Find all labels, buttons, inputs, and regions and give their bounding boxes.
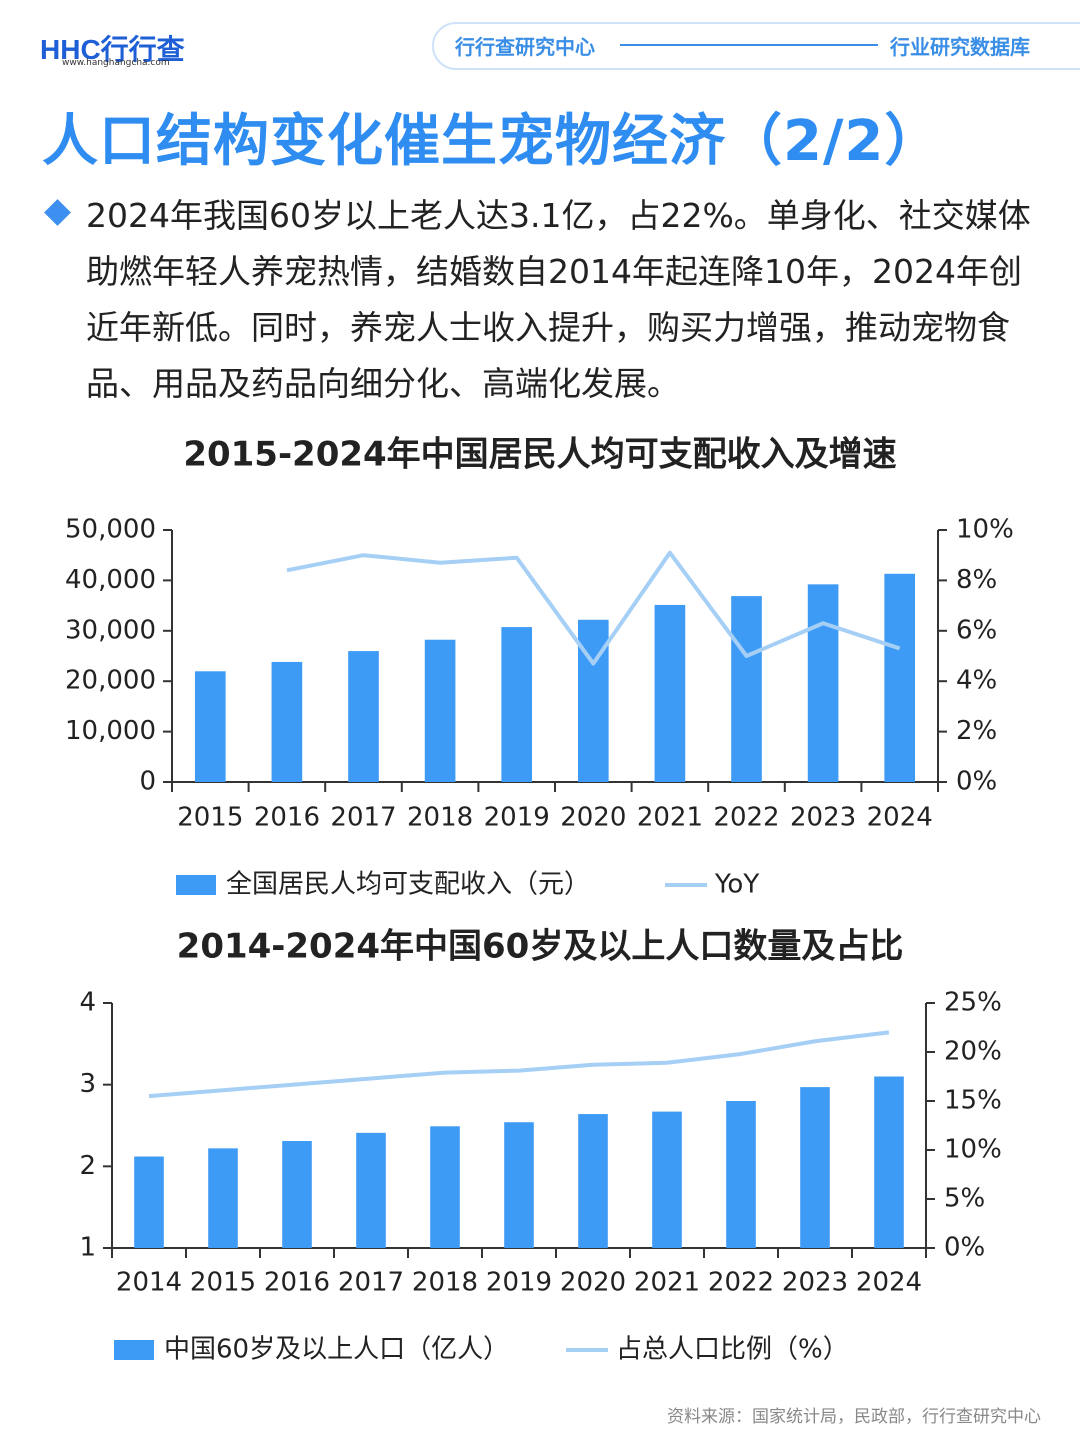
x-tick-label: 2022 — [713, 803, 779, 833]
x-tick-label: 2015 — [177, 803, 243, 833]
x-tick-label: 2014 — [116, 1268, 182, 1298]
chart-title: 2014-2024年中国60岁及以上人口数量及占比 — [177, 927, 904, 967]
bar — [654, 604, 686, 782]
x-tick-label: 2021 — [637, 803, 703, 833]
x-tick-label: 2015 — [190, 1268, 256, 1298]
bar — [356, 1132, 386, 1248]
line-series — [286, 550, 901, 666]
x-tick-label: 2020 — [560, 803, 626, 833]
bar — [731, 596, 762, 782]
y-tick-label: 1 — [79, 1233, 96, 1263]
y-tick-label: 50,000 — [65, 515, 156, 545]
x-tick-label: 2018 — [407, 803, 473, 833]
source: 资料来源：国家统计局，民政部，行行查研究中心 — [667, 1407, 1041, 1427]
header-left: 行行查研究中心 — [455, 35, 595, 59]
y2-tick-label: 15% — [944, 1086, 1002, 1116]
bar — [652, 1111, 682, 1248]
y-tick-label: 4 — [79, 988, 96, 1018]
y-tick-label: 40,000 — [65, 565, 156, 595]
logo: HHC行行查 — [40, 34, 185, 65]
y2-tick-label: 20% — [944, 1037, 1002, 1067]
bar — [194, 671, 226, 782]
y2-tick-label: 8% — [956, 565, 997, 595]
x-tick-label: 2021 — [634, 1268, 700, 1298]
legend-label: 全国居民人均可支配收入（元） — [226, 870, 590, 900]
legend-label: 中国60岁及以上人口（亿人） — [164, 1335, 509, 1365]
x-tick-label: 2022 — [708, 1268, 774, 1298]
x-tick-label: 2017 — [338, 1268, 404, 1298]
bar — [424, 639, 456, 782]
y2-tick-label: 2% — [956, 716, 997, 746]
bar — [884, 573, 916, 782]
x-tick-label: 2019 — [484, 803, 550, 833]
bar — [430, 1126, 460, 1248]
legend-swatch — [114, 1340, 154, 1360]
y2-tick-label: 25% — [944, 988, 1002, 1018]
y2-tick-label: 0% — [956, 767, 997, 797]
y-tick-label: 10,000 — [65, 716, 156, 746]
y2-tick-label: 4% — [956, 666, 997, 696]
y2-tick-label: 10% — [944, 1135, 1002, 1165]
bar — [800, 1087, 830, 1248]
legend-label: 占总人口比例（%） — [616, 1335, 849, 1365]
y2-tick-label: 6% — [956, 615, 997, 645]
header-pill — [432, 22, 1080, 70]
y-tick-label: 0 — [139, 767, 156, 797]
body-text: 2024年我国60岁以上老人达3.1亿，占22%。单身化、社交媒体助燃年轻人养宠… — [86, 196, 1031, 403]
x-tick-label: 2023 — [782, 1268, 848, 1298]
bar — [726, 1101, 756, 1248]
bar — [208, 1148, 238, 1248]
x-tick-label: 2020 — [560, 1268, 626, 1298]
x-tick-label: 2019 — [486, 1268, 552, 1298]
bar — [271, 661, 303, 782]
bar — [348, 651, 379, 782]
header-right: 行业研究数据库 — [890, 35, 1030, 59]
y2-tick-label: 0% — [944, 1233, 985, 1263]
x-tick-label: 2016 — [254, 803, 320, 833]
bar — [282, 1141, 312, 1248]
bar — [874, 1076, 904, 1248]
legend-label: YoY — [714, 870, 759, 900]
x-tick-label: 2016 — [264, 1268, 330, 1298]
bar — [134, 1156, 164, 1248]
line-series — [148, 1030, 890, 1099]
header-line — [620, 44, 878, 46]
x-tick-label: 2023 — [790, 803, 856, 833]
y-tick-label: 2 — [79, 1151, 96, 1181]
chart-title: 2015-2024年中国居民人均可支配收入及增速 — [183, 435, 896, 475]
x-tick-label: 2024 — [856, 1268, 922, 1298]
bar — [501, 627, 533, 782]
bar — [577, 619, 609, 782]
y-tick-label: 30,000 — [65, 615, 156, 645]
y2-tick-label: 10% — [956, 515, 1014, 545]
x-tick-label: 2018 — [412, 1268, 478, 1298]
y-tick-label: 20,000 — [65, 666, 156, 696]
page-title: 人口结构变化催生宠物经济（2/2） — [42, 109, 942, 174]
bar — [578, 1114, 608, 1248]
y-tick-label: 3 — [79, 1069, 96, 1099]
legend-swatch — [176, 875, 216, 895]
bar — [504, 1122, 534, 1248]
x-tick-label: 2024 — [867, 803, 933, 833]
x-tick-label: 2017 — [330, 803, 396, 833]
bar — [807, 584, 839, 782]
logo-url: www.hanghangcha.com — [62, 58, 170, 68]
y2-tick-label: 5% — [944, 1184, 985, 1214]
